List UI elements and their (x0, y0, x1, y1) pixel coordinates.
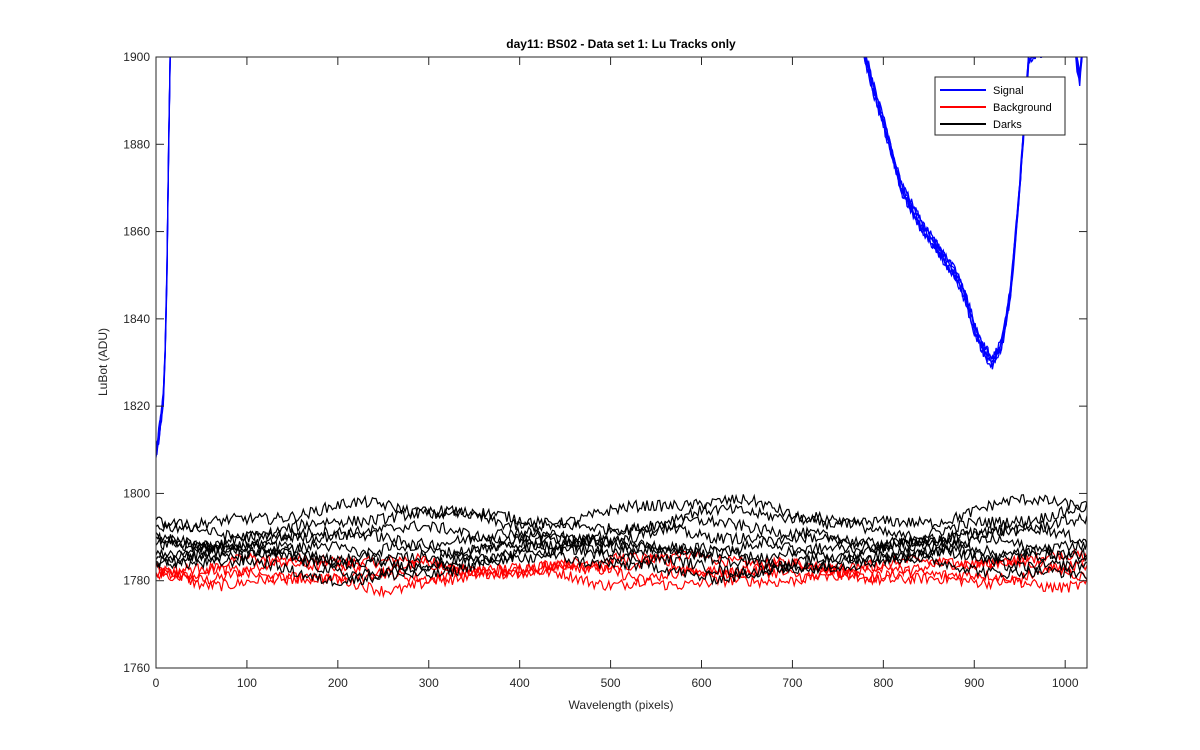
y-tick-label: 1820 (123, 399, 150, 413)
x-tick-label: 100 (237, 676, 257, 690)
series-darks-trace (156, 529, 1087, 571)
series-darks-trace (156, 493, 1087, 535)
chart-title: day11: BS02 - Data set 1: Lu Tracks only (506, 37, 736, 51)
y-tick-label: 1840 (123, 312, 150, 326)
y-tick-label: 1800 (123, 486, 150, 500)
series-darks-trace (156, 531, 1087, 575)
legend-entry-signal: Signal (993, 85, 1024, 97)
x-axis-label: Wavelength (pixels) (569, 698, 674, 712)
legend-entry-darks: Darks (993, 119, 1022, 131)
tick-layer: 0 100 200 300 400 500 600 700 800 900 1000 1760 1780… (123, 50, 1087, 690)
x-tick-label: 1000 (1052, 676, 1079, 690)
series-darks-trace (156, 546, 1087, 587)
x-tick-label: 700 (782, 676, 802, 690)
series-layer (156, 57, 1087, 599)
series-darks (156, 493, 1087, 587)
x-tick-label: 500 (601, 676, 621, 690)
series-darks-trace (156, 519, 1087, 563)
series-signal (156, 57, 1083, 458)
y-tick-label: 1780 (123, 574, 150, 588)
legend-entry-background: Background (993, 102, 1052, 114)
series-background-trace (156, 551, 1087, 588)
plot-frame (155, 56, 1088, 669)
x-tick-label: 900 (964, 676, 984, 690)
y-tick-label: 1900 (123, 50, 150, 64)
series-darks-trace (156, 539, 1087, 581)
y-tick-label: 1860 (123, 225, 150, 239)
legend: Signal Background Darks (934, 76, 1066, 136)
series-signal-trace (156, 57, 1083, 458)
series-signal-trace (156, 57, 1082, 452)
x-tick-label: 300 (419, 676, 439, 690)
x-tick-label: 600 (691, 676, 711, 690)
y-tick-label: 1760 (123, 661, 150, 675)
series-darks-trace (156, 501, 1087, 544)
x-tick-label: 200 (328, 676, 348, 690)
x-tick-label: 400 (510, 676, 530, 690)
series-signal-trace (156, 57, 1082, 447)
series-background-trace (156, 558, 1087, 599)
x-tick-label: 0 (153, 676, 160, 690)
y-axis-label: LuBot (ADU) (96, 328, 110, 396)
y-tick-label: 1880 (123, 137, 150, 151)
x-tick-label: 800 (873, 676, 893, 690)
series-signal-trace (156, 57, 1083, 452)
